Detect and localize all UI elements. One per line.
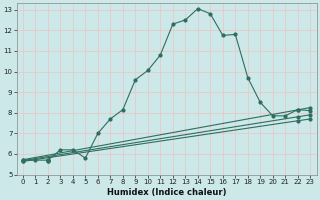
X-axis label: Humidex (Indice chaleur): Humidex (Indice chaleur) — [107, 188, 226, 197]
